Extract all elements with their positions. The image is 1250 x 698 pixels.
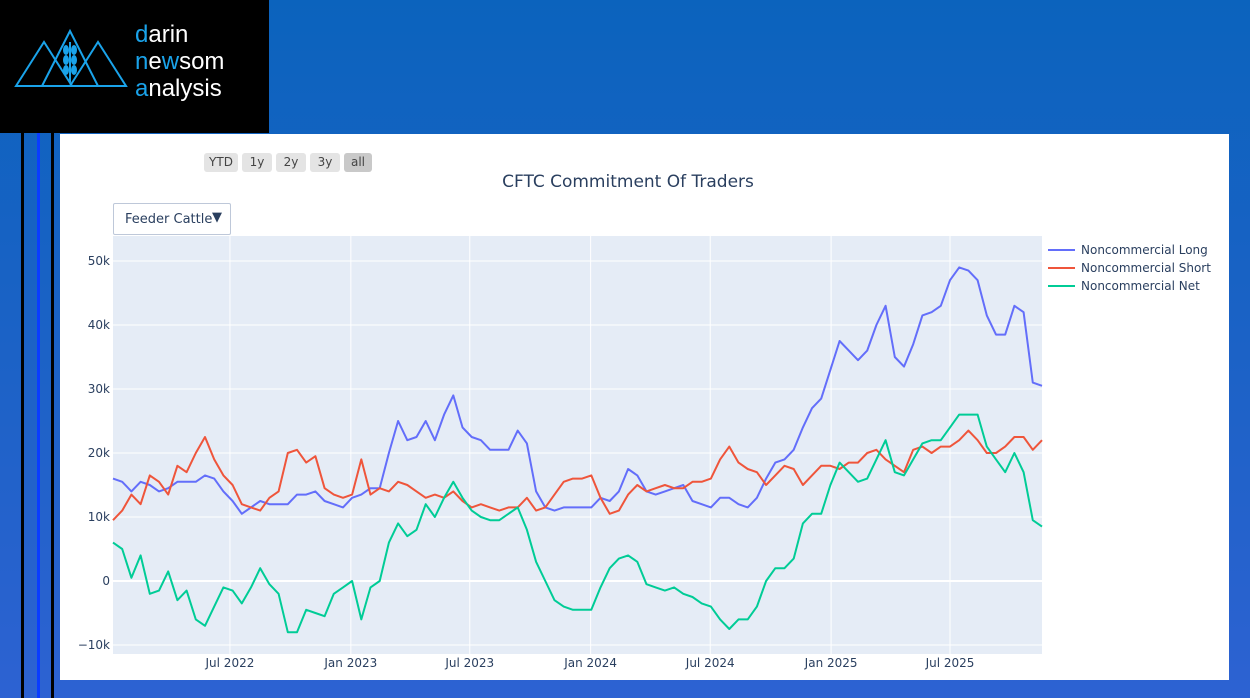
- legend-item[interactable]: Noncommercial Net: [1048, 279, 1200, 293]
- decor-stripe: [21, 133, 24, 698]
- legend-item[interactable]: Noncommercial Long: [1048, 243, 1208, 257]
- x-tick-label: Jul 2022: [205, 656, 255, 670]
- y-tick-label: 30k: [88, 382, 110, 396]
- y-tick-label: 10k: [88, 510, 110, 524]
- x-tick-label: Jul 2024: [685, 656, 735, 670]
- range-button-1y[interactable]: 1y: [242, 153, 272, 172]
- logo-wordmark: darin newsom analysis: [135, 21, 225, 102]
- legend-label: Noncommercial Net: [1081, 279, 1200, 293]
- series-line-noncommercial-long: [112, 266, 1043, 515]
- series-line-noncommercial-net: [112, 413, 1043, 634]
- range-button-3y[interactable]: 3y: [310, 153, 340, 172]
- commodity-dropdown[interactable]: Feeder Cattle ▼: [113, 203, 231, 235]
- y-tick-label: −10k: [78, 638, 110, 652]
- decor-stripe: [51, 133, 54, 698]
- x-tick-label: Jul 2023: [444, 656, 494, 670]
- decor-stripe: [37, 133, 40, 698]
- legend-label: Noncommercial Long: [1081, 243, 1208, 257]
- legend-item[interactable]: Noncommercial Short: [1048, 261, 1211, 275]
- logo: darin newsom analysis: [0, 0, 269, 133]
- chart-title: CFTC Commitment Of Traders: [502, 172, 754, 192]
- legend-label: Noncommercial Short: [1081, 261, 1211, 275]
- range-button-2y[interactable]: 2y: [276, 153, 306, 172]
- dropdown-arrow-icon: ▼: [212, 210, 222, 225]
- y-tick-label: 20k: [88, 446, 110, 460]
- x-tick-label: Jan 2025: [804, 656, 858, 670]
- y-tick-label: 50k: [88, 254, 110, 268]
- dropdown-selected-value: Feeder Cattle: [125, 212, 213, 227]
- series-line-noncommercial-short: [112, 429, 1043, 521]
- range-button-all[interactable]: all: [344, 153, 372, 172]
- x-tick-label: Jul 2025: [925, 656, 975, 670]
- y-tick-label: 0: [102, 574, 110, 588]
- y-tick-label: 40k: [88, 318, 110, 332]
- plot-area: [113, 236, 1042, 654]
- mountain-wheat-logo-icon: [14, 28, 128, 87]
- x-tick-label: Jan 2024: [563, 656, 617, 670]
- range-button-ytd[interactable]: YTD: [204, 153, 238, 172]
- x-tick-label: Jan 2023: [323, 656, 377, 670]
